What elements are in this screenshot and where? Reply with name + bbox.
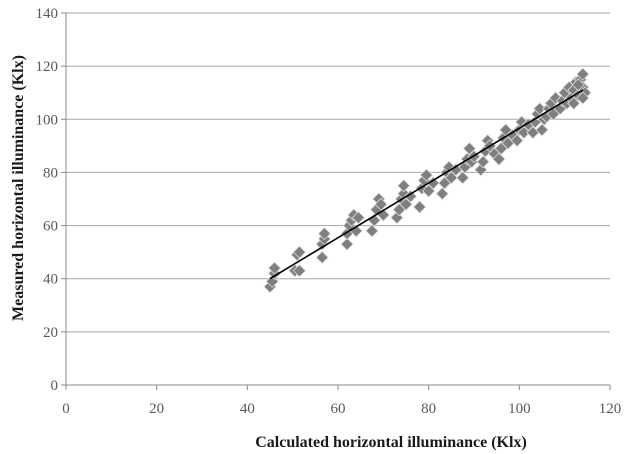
data-point bbox=[576, 67, 590, 81]
data-point bbox=[292, 264, 307, 278]
data-point bbox=[365, 224, 379, 238]
y-tick-label: 100 bbox=[36, 112, 59, 128]
data-point bbox=[265, 274, 279, 288]
x-tick-label: 0 bbox=[62, 401, 70, 417]
y-tick-label: 120 bbox=[36, 59, 59, 75]
data-point bbox=[515, 115, 529, 129]
data-point bbox=[442, 160, 456, 174]
y-axis-title: Measured horizontal illuminance (Klx) bbox=[10, 55, 27, 321]
data-point bbox=[435, 187, 449, 201]
x-tick-label: 60 bbox=[331, 401, 346, 417]
data-points bbox=[263, 67, 592, 294]
gridlines bbox=[66, 12, 610, 333]
y-tick-label: 60 bbox=[43, 219, 58, 235]
data-point bbox=[492, 152, 506, 166]
axes bbox=[61, 12, 611, 390]
data-point bbox=[351, 211, 365, 225]
data-point bbox=[567, 96, 581, 110]
data-point bbox=[576, 91, 590, 105]
data-point bbox=[315, 250, 329, 265]
data-point bbox=[549, 91, 563, 105]
data-point bbox=[533, 102, 547, 116]
data-point bbox=[476, 155, 490, 169]
y-tick-label: 140 bbox=[36, 6, 59, 22]
x-tick-label: 100 bbox=[508, 401, 531, 417]
x-tick-label: 40 bbox=[240, 401, 255, 417]
data-point bbox=[474, 163, 488, 177]
data-point bbox=[403, 189, 418, 203]
x-tick-label: 20 bbox=[149, 401, 164, 417]
data-point bbox=[419, 168, 433, 182]
data-point bbox=[374, 197, 388, 211]
data-point bbox=[397, 179, 411, 193]
y-tick-label: 40 bbox=[43, 272, 58, 288]
x-tick-label: 80 bbox=[421, 401, 436, 417]
data-point bbox=[292, 245, 307, 259]
y-tick-label: 0 bbox=[51, 378, 59, 394]
data-point bbox=[413, 200, 427, 214]
data-point bbox=[510, 133, 524, 148]
data-point bbox=[456, 171, 470, 185]
data-point bbox=[535, 123, 549, 137]
y-tick-label: 20 bbox=[43, 325, 58, 341]
y-tick-label: 80 bbox=[43, 165, 58, 181]
trendline bbox=[269, 89, 584, 280]
data-point bbox=[267, 261, 282, 275]
tick-labels: 0 20 40 60 80 100 120 140 0 20 40 60 80 100 120 bbox=[36, 6, 622, 417]
data-point bbox=[426, 176, 440, 190]
data-point bbox=[340, 237, 354, 251]
trendline-group bbox=[269, 89, 584, 280]
data-point bbox=[317, 226, 331, 241]
x-axis-title: Calculated horizontal illuminance (Klx) bbox=[255, 434, 527, 451]
data-point bbox=[571, 78, 585, 92]
x-tick-label: 120 bbox=[599, 401, 622, 417]
